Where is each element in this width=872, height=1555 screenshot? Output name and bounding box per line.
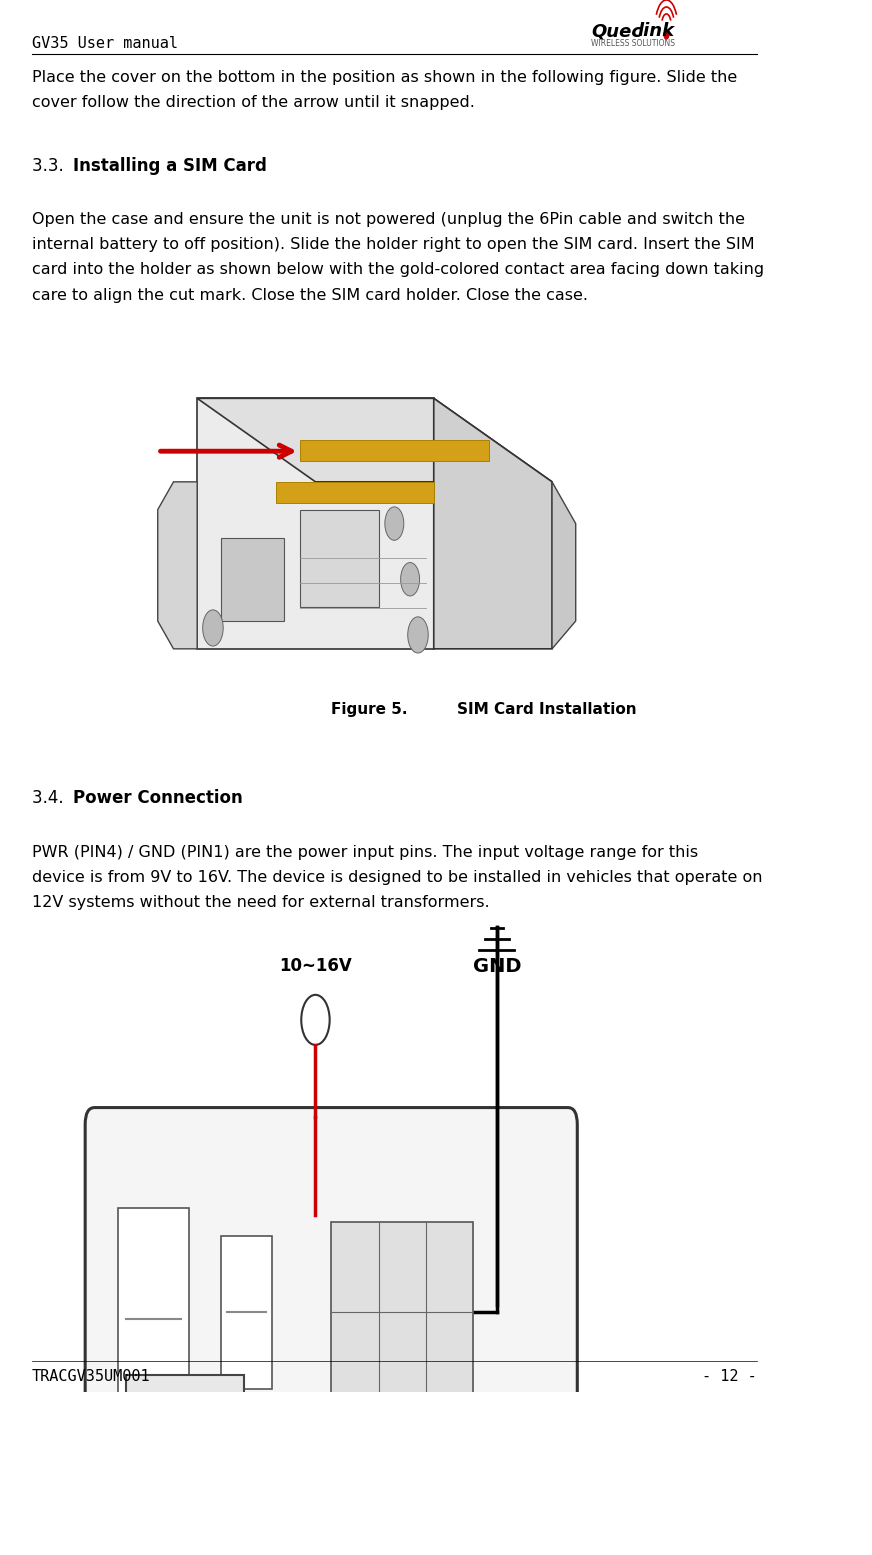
Text: Installing a SIM Card: Installing a SIM Card bbox=[72, 157, 267, 176]
Polygon shape bbox=[433, 398, 552, 648]
Text: internal battery to off position). Slide the holder right to open the SIM card. : internal battery to off position). Slide… bbox=[31, 238, 754, 252]
Polygon shape bbox=[300, 440, 489, 460]
Text: TRACGV35UM001: TRACGV35UM001 bbox=[31, 1370, 150, 1384]
Circle shape bbox=[400, 563, 419, 596]
Text: SIM Card Installation: SIM Card Installation bbox=[458, 701, 637, 717]
Bar bbox=[300, 510, 378, 606]
Polygon shape bbox=[197, 398, 433, 648]
Polygon shape bbox=[197, 398, 552, 482]
Text: care to align the cut mark. Close the SIM card holder. Close the case.: care to align the cut mark. Close the SI… bbox=[31, 288, 588, 303]
Text: device is from 9V to 16V. The device is designed to be installed in vehicles tha: device is from 9V to 16V. The device is … bbox=[31, 869, 762, 885]
Polygon shape bbox=[552, 482, 576, 648]
Polygon shape bbox=[158, 482, 197, 648]
Text: cover follow the direction of the arrow until it snapped.: cover follow the direction of the arrow … bbox=[31, 95, 474, 110]
Text: - 12 -: - 12 - bbox=[702, 1370, 757, 1384]
Text: 12V systems without the need for external transformers.: 12V systems without the need for externa… bbox=[31, 894, 489, 910]
Text: 10~16V: 10~16V bbox=[279, 958, 351, 975]
Text: 3.4.: 3.4. bbox=[31, 790, 68, 807]
Text: GND: GND bbox=[473, 958, 521, 977]
Bar bbox=[119, 1208, 189, 1431]
Text: Open the case and ensure the unit is not powered (unplug the 6Pin cable and swit: Open the case and ensure the unit is not… bbox=[31, 213, 745, 227]
Circle shape bbox=[385, 507, 404, 540]
Text: Power Connection: Power Connection bbox=[72, 790, 242, 807]
Bar bbox=[221, 1236, 272, 1389]
Bar bbox=[179, 1449, 192, 1473]
Circle shape bbox=[408, 617, 428, 653]
Text: Place the cover on the bottom in the position as shown in the following figure. : Place the cover on the bottom in the pos… bbox=[31, 70, 737, 84]
Bar bbox=[331, 1403, 473, 1423]
Bar bbox=[331, 1222, 473, 1403]
Circle shape bbox=[160, 1431, 167, 1445]
Text: GV35 User manual: GV35 User manual bbox=[31, 36, 178, 51]
Bar bbox=[221, 538, 284, 620]
FancyBboxPatch shape bbox=[85, 1107, 577, 1530]
Text: Figure 5.: Figure 5. bbox=[331, 701, 408, 717]
Text: card into the holder as shown below with the gold-colored contact area facing do: card into the holder as shown below with… bbox=[31, 263, 764, 277]
Text: 3.3.: 3.3. bbox=[31, 157, 69, 176]
Text: PWR (PIN4) / GND (PIN1) are the power input pins. The input voltage range for th: PWR (PIN4) / GND (PIN1) are the power in… bbox=[31, 844, 698, 860]
Text: Quec: Quec bbox=[591, 22, 643, 40]
Text: link: link bbox=[637, 22, 674, 40]
Bar bbox=[126, 1375, 244, 1501]
Text: WIRELESS SOLUTIONS: WIRELESS SOLUTIONS bbox=[591, 39, 676, 48]
Circle shape bbox=[202, 610, 223, 645]
Polygon shape bbox=[276, 482, 433, 502]
Circle shape bbox=[664, 31, 669, 39]
